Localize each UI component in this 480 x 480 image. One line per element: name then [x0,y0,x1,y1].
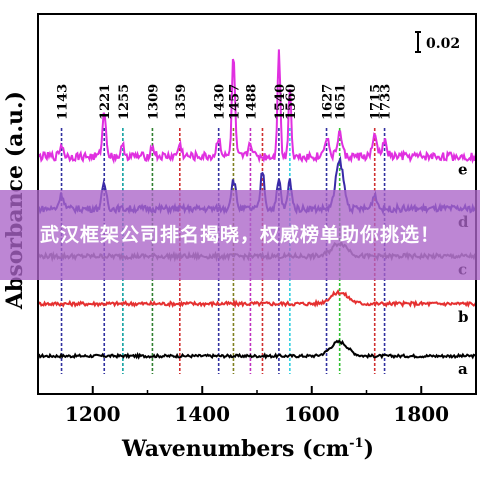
x-axis-ticks: 1200 1400 1600 1800 [37,386,477,426]
reference-line-label: 1430 [213,84,228,120]
reference-line-label: 1715 [369,84,384,120]
x-tick-label: 1600 [284,402,340,426]
reference-line-label: 1733 [379,84,394,120]
reference-line-label: 1627 [321,84,336,120]
scale-bar-label: 0.02 [426,36,460,52]
series-label-e: e [458,161,468,179]
reference-line-label: 1540 [273,84,288,120]
reference-line-label: 1457 [227,84,242,120]
reference-labels: 1143 1221 1255 1309 1359 1430 1457 1488 15401560… [56,84,394,120]
overlay-banner: 武汉框架公司排名揭晓，权威榜单助你挑选！ [0,190,480,280]
x-tick-label: 1400 [174,402,230,426]
spectrum-line-b [37,289,477,309]
reference-line-label: 1359 [174,84,189,120]
banner-text: 武汉框架公司排名揭晓，权威榜单助你挑选！ [39,224,440,246]
reference-line-label: 1560 [284,84,299,120]
reference-line-label: 1143 [56,84,71,120]
scale-bar: 0.02 [415,31,460,53]
x-tick-label: 1200 [65,402,121,426]
x-tick-label: 1800 [393,402,449,426]
reference-line-label: 1255 [117,84,132,120]
reference-line-label: 1221 [98,84,113,120]
series-label-b: b [458,308,469,326]
series-label-a: a [458,360,468,378]
reference-line-label: 1309 [146,84,161,120]
x-axis-label: Wavenumbers (cm-1) [121,436,374,462]
spectrum-line-a [37,339,477,360]
spectrum-line-e [37,49,477,165]
reference-line-label: 1651 [334,84,349,120]
reference-line-label: 1488 [244,84,259,120]
